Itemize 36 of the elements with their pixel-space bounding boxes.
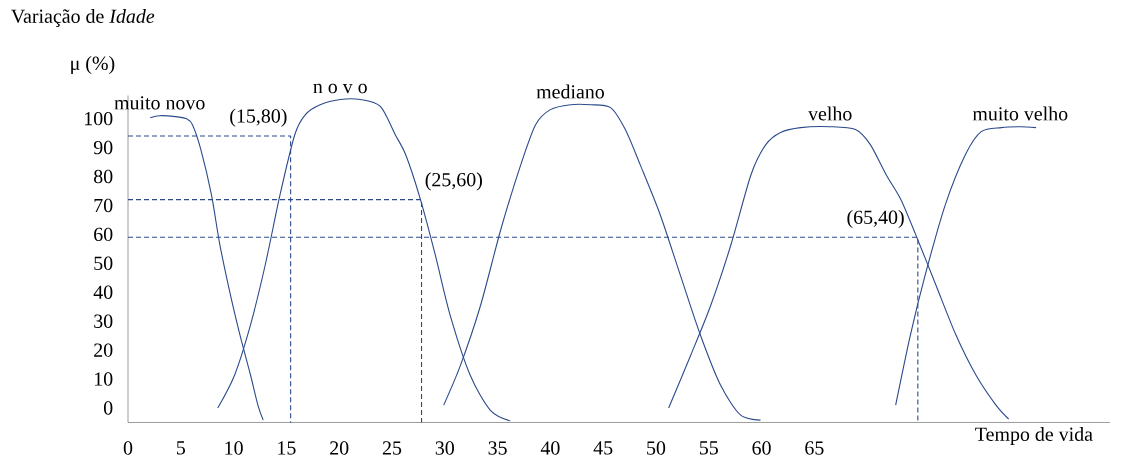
y-tick-label: 20 <box>94 343 113 357</box>
y-tick-label: 50 <box>94 256 113 270</box>
y-tick-label: 40 <box>93 285 113 299</box>
series-label: n o v o <box>313 83 367 94</box>
x-tick-label: 25 <box>382 441 402 455</box>
series-label: muito velho <box>972 106 1068 121</box>
x-tick-label: 40 <box>540 441 560 455</box>
y-axis-title: μ (%) <box>71 55 115 74</box>
series-label: muito novo <box>114 95 205 110</box>
y-tick-label: 70 <box>94 198 113 212</box>
y-tick-label: 10 <box>94 372 113 386</box>
x-tick-label: 60 <box>752 441 771 455</box>
x-tick-label: 65 <box>805 441 824 455</box>
x-tick-label: 15 <box>278 441 296 455</box>
x-tick-label: 55 <box>699 441 718 455</box>
series-label: velho <box>808 106 852 121</box>
x-tick-label: 50 <box>647 441 666 455</box>
y-tick-label: 60 <box>94 227 113 241</box>
x-tick-label: 0 <box>123 441 133 455</box>
annotation: (15,80) <box>230 108 287 127</box>
x-axis-title: Tempo de vida <box>975 426 1093 445</box>
chart-title: Variação de Idade <box>11 8 155 27</box>
y-tick-label: 90 <box>93 140 113 155</box>
x-tick-label: 35 <box>488 441 507 455</box>
y-tick-label: 0 <box>103 401 113 415</box>
y-tick-label: 100 <box>85 111 113 126</box>
x-tick-label: 45 <box>593 441 613 455</box>
y-tick-label: 30 <box>94 314 113 328</box>
annotation: (25,60) <box>425 172 482 191</box>
y-tick-label: 80 <box>94 169 113 184</box>
series-label: mediano <box>536 84 604 99</box>
x-tick-label: 10 <box>225 441 243 455</box>
annotation: (65,40) <box>847 209 904 228</box>
x-tick-label: 30 <box>435 441 454 455</box>
x-tick-label: 5 <box>176 441 186 455</box>
x-tick-label: 20 <box>330 441 349 455</box>
